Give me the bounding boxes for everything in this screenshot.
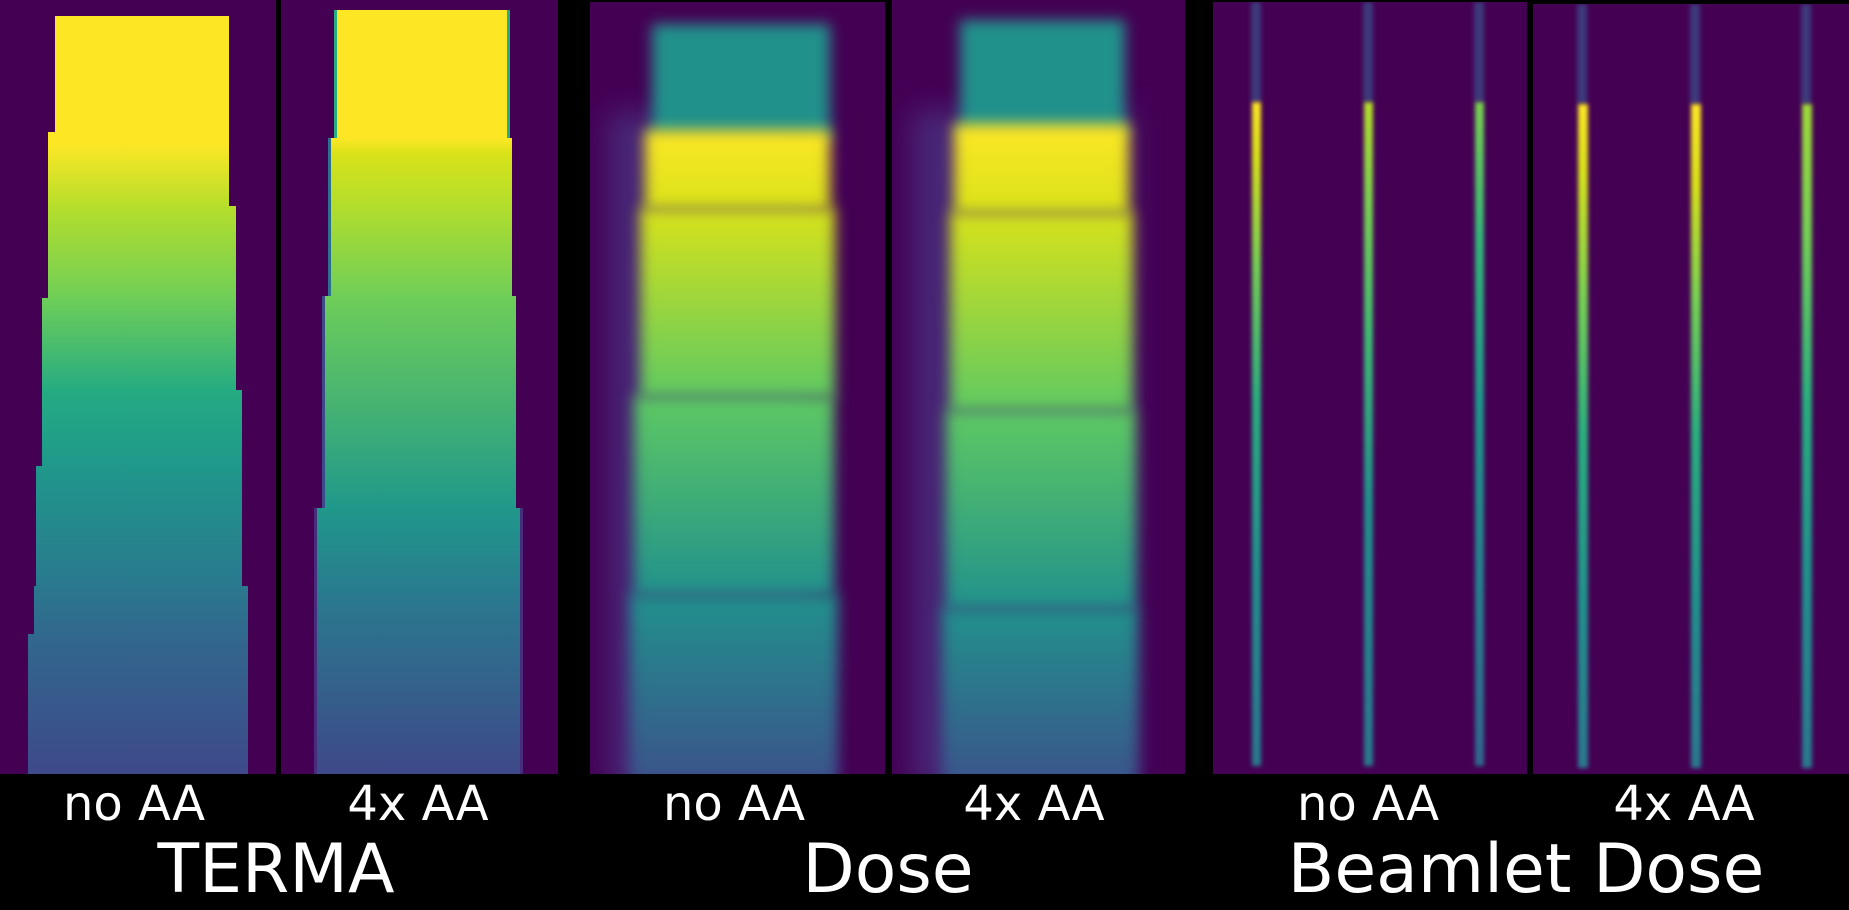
terma-4x-aa-panel [281, 0, 558, 774]
beamlet-dose-4x-aa-panel [1533, 4, 1849, 774]
terma-4x-aa-label: 4x AA [347, 776, 489, 832]
beamlet-no-aa-stub-2 [1363, 2, 1373, 102]
terma-4x-aa-beam-low [317, 508, 520, 774]
beamlet-4x-aa-stub-1 [1577, 4, 1587, 104]
dose-no-aa-falloff-1 [640, 208, 835, 398]
beamlet-no-aa-stub-3 [1474, 2, 1484, 102]
beamlet-no-aa-line-3 [1475, 102, 1484, 766]
terma-4x-aa-beam-mid-1 [331, 138, 512, 298]
terma-no-aa-label: no AA [62, 776, 206, 832]
beamlet-4x-aa-line-2 [1691, 104, 1701, 768]
beamlet-4x-aa-stub-3 [1801, 4, 1811, 104]
beamlet-no-aa-line-1 [1252, 102, 1261, 766]
dose-no-aa-panel [590, 2, 885, 774]
beamlet-4x-aa-stub-2 [1690, 4, 1700, 104]
terma-4x-aa-beam-mid-2 [325, 296, 516, 510]
beamlet-no-aa-stub-1 [1251, 2, 1261, 102]
beamlet-dose-4x-aa-label: 4x AA [1613, 776, 1755, 832]
terma-group-title: TERMA [157, 830, 395, 909]
beamlet-4x-aa-line-1 [1578, 104, 1588, 768]
terma-no-aa-beam-step-1 [55, 16, 229, 134]
dose-no-aa-peak [645, 130, 830, 210]
dose-4x-aa-falloff-1 [950, 212, 1133, 412]
dose-no-aa-label: no AA [662, 776, 806, 832]
beamlet-4x-aa-line-3 [1802, 104, 1812, 768]
terma-4x-aa-beam-top [337, 10, 507, 140]
dose-no-aa-falloff-2 [634, 396, 834, 596]
terma-no-aa-beam-step-4 [42, 298, 236, 392]
dose-4x-aa-panel [892, 0, 1185, 774]
terma-no-aa-beam-step-8 [28, 634, 248, 774]
dose-4x-aa-peak [954, 124, 1129, 214]
terma-no-aa-beam-step-2 [48, 132, 229, 208]
dose-4x-aa-buildup [960, 20, 1125, 136]
terma-no-aa-beam-step-6 [36, 466, 242, 588]
dose-group-title: Dose [802, 830, 974, 909]
dose-no-aa-buildup [652, 24, 830, 140]
terma-no-aa-beam-step-7 [34, 586, 248, 636]
dose-no-aa-falloff-3 [630, 594, 838, 774]
dose-4x-aa-falloff-3 [942, 608, 1138, 774]
dose-4x-aa-falloff-2 [946, 410, 1136, 610]
dose-4x-aa-label: 4x AA [963, 776, 1105, 832]
terma-no-aa-beam-step-5 [42, 390, 242, 468]
beamlet-no-aa-line-2 [1364, 102, 1373, 766]
beamlet-dose-group-title: Beamlet Dose [1287, 830, 1765, 909]
beamlet-dose-no-aa-label: no AA [1296, 776, 1440, 832]
terma-no-aa-panel [0, 0, 276, 774]
terma-no-aa-beam-step-3 [48, 206, 236, 300]
beamlet-dose-no-aa-panel [1213, 2, 1527, 774]
